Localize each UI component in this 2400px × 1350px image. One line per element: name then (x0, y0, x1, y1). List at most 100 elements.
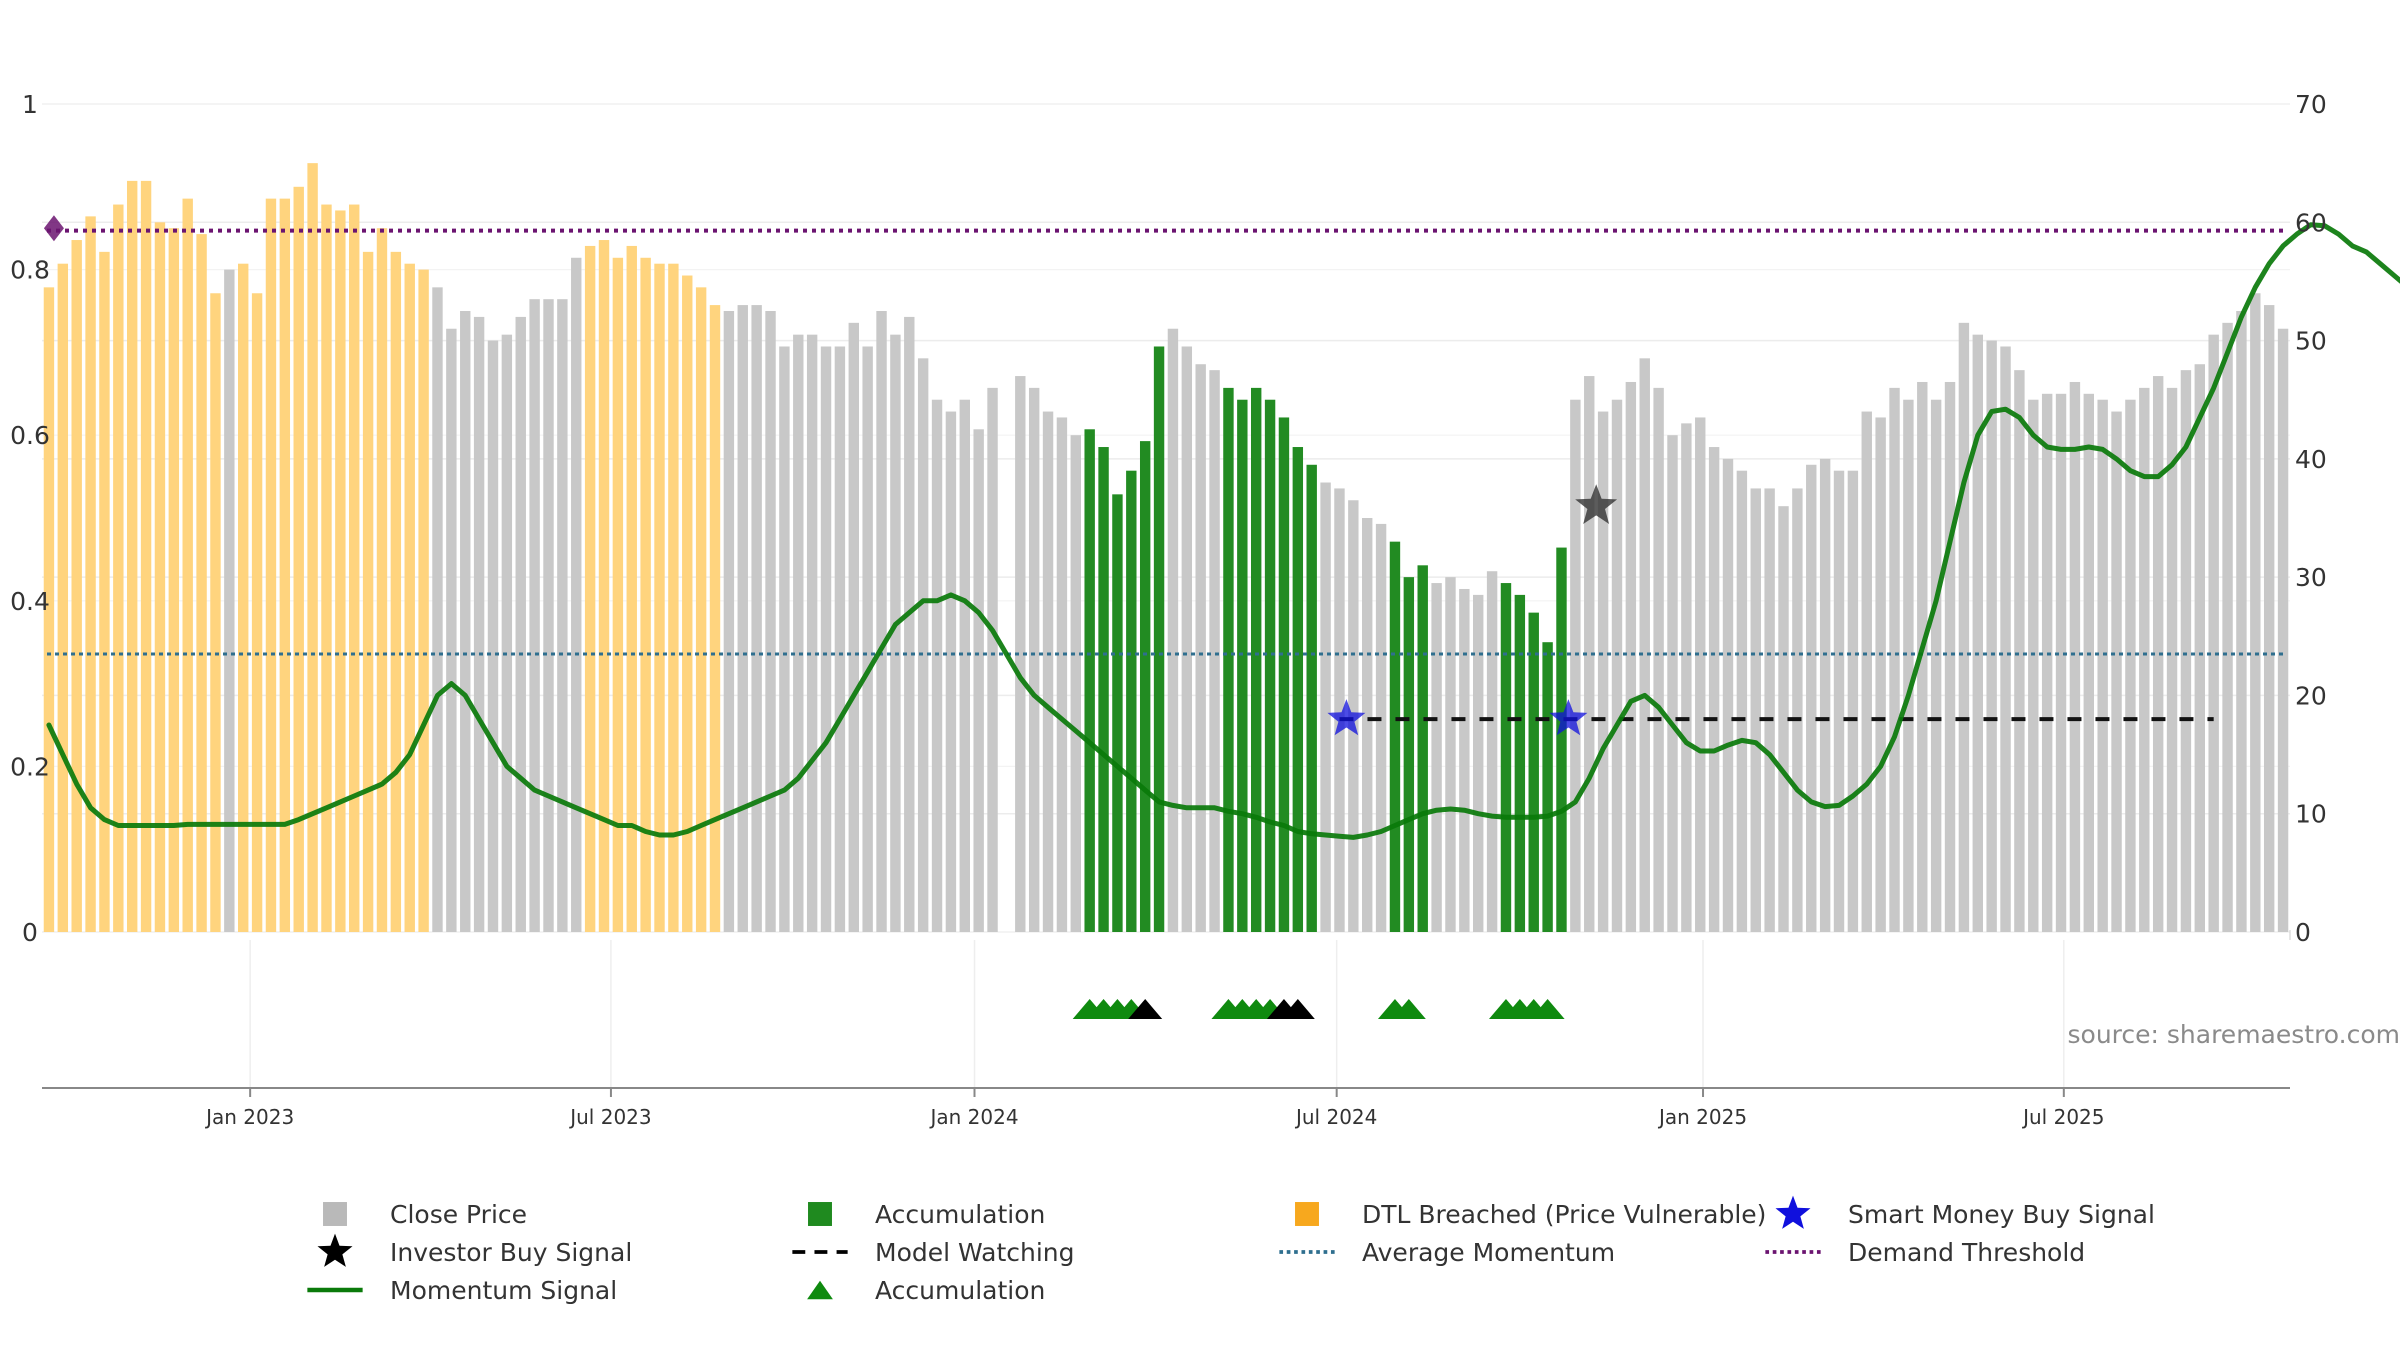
x-tick-label: Jan 2023 (204, 1105, 294, 1129)
bar (2028, 399, 2039, 932)
bar (85, 216, 96, 932)
green-triangle-icon (785, 1271, 855, 1309)
bar (210, 293, 221, 932)
bar (1847, 470, 1859, 932)
bar (529, 299, 540, 933)
bar (904, 316, 915, 932)
legend-label: Smart Money Buy Signal (1848, 1199, 2155, 1229)
bar (1320, 482, 1331, 932)
legend-item: Accumulation (785, 1271, 1045, 1309)
legend-label: Accumulation (875, 1275, 1046, 1305)
y-left-tick-label: 1 (22, 90, 38, 119)
x-tick-label: Jul 2023 (568, 1105, 651, 1129)
legend-item: Accumulation (785, 1195, 1045, 1233)
bar (168, 228, 180, 932)
bar (571, 257, 582, 932)
purple-dotted-line-icon (1758, 1233, 1828, 1271)
bar (1833, 470, 1845, 932)
bar (1944, 381, 1956, 932)
bars (43, 163, 2289, 933)
y-right-tick-label: 70 (2295, 90, 2327, 119)
bar (376, 228, 388, 932)
y-right-tick-label: 60 (2295, 208, 2327, 237)
bar (1112, 494, 1123, 932)
bar (2000, 346, 2011, 932)
bar (473, 316, 485, 932)
bar (1958, 322, 1970, 932)
accumulation-triangle (1391, 999, 1426, 1019)
accumulation-triangle-black (1280, 999, 1315, 1019)
bar (1056, 417, 1068, 932)
bar (1528, 612, 1539, 932)
y-right-tick-label: 40 (2295, 445, 2327, 474)
bar (1431, 583, 1442, 932)
bar (751, 305, 762, 933)
bar (362, 251, 374, 932)
chart-legend: Close Price Accumulation DTL Breached (Pri… (300, 1195, 2200, 1325)
bar (487, 340, 499, 933)
bar (2083, 393, 2094, 932)
bar (515, 316, 526, 932)
bar (1819, 458, 1831, 932)
bar (1015, 376, 1026, 932)
y-left-tick-label: 0.4 (10, 587, 50, 616)
bar (126, 180, 138, 932)
bar (765, 311, 776, 932)
legend-label: Demand Threshold (1848, 1237, 2086, 1267)
bar (349, 204, 360, 933)
bar (584, 245, 596, 932)
y-left-tick-label: 0.6 (10, 421, 50, 450)
bar (806, 334, 818, 933)
bar (1167, 328, 1179, 932)
bar (57, 263, 69, 933)
black-star-icon (300, 1233, 370, 1271)
bar (140, 180, 152, 932)
momentum-line (46, 222, 2400, 840)
bar (390, 251, 402, 932)
bar (2097, 399, 2108, 932)
bar (224, 269, 235, 933)
bar (1681, 423, 1692, 932)
bar (1389, 541, 1401, 932)
bar (1403, 577, 1415, 932)
bar (404, 263, 415, 933)
bar (1334, 488, 1345, 932)
bar (1972, 334, 1983, 933)
bar (2111, 411, 2122, 932)
bar (1098, 447, 1109, 932)
bar (931, 399, 943, 932)
bar (154, 222, 166, 933)
y-right-tick-label: 50 (2295, 327, 2327, 356)
bar (2152, 376, 2164, 932)
bar (557, 299, 568, 933)
legend-item: Demand Threshold (1758, 1233, 2085, 1271)
y-left-tick-label: 0.8 (10, 256, 50, 285)
bar (1778, 506, 1789, 932)
y-left-tick-label: 0 (22, 918, 38, 947)
bar (945, 411, 957, 932)
bar (1306, 464, 1317, 932)
accumulation-triangle (1530, 999, 1565, 1019)
legend-item: Average Momentum (1272, 1233, 1615, 1271)
bar (1930, 399, 1942, 932)
bar (251, 293, 263, 932)
bar (1695, 417, 1706, 932)
bar (1750, 488, 1761, 932)
bar (2180, 370, 2192, 933)
x-tick-label: Jan 2025 (1657, 1105, 1747, 1129)
y-right-tick-label: 0 (2295, 918, 2311, 947)
bar (834, 346, 846, 932)
bar (293, 186, 304, 933)
bar (501, 334, 513, 933)
bar (959, 399, 970, 932)
bar (265, 198, 277, 933)
accumulation-triangle-black (1128, 999, 1163, 1019)
legend-item: Model Watching (785, 1233, 1075, 1271)
x-tick-label: Jan 2024 (928, 1105, 1018, 1129)
bar (1653, 387, 1664, 932)
orange-square-icon (1272, 1195, 1342, 1233)
legend-item: DTL Breached (Price Vulnerable) (1272, 1195, 1766, 1233)
legend-label: Average Momentum (1362, 1237, 1616, 1267)
bar (709, 305, 721, 933)
